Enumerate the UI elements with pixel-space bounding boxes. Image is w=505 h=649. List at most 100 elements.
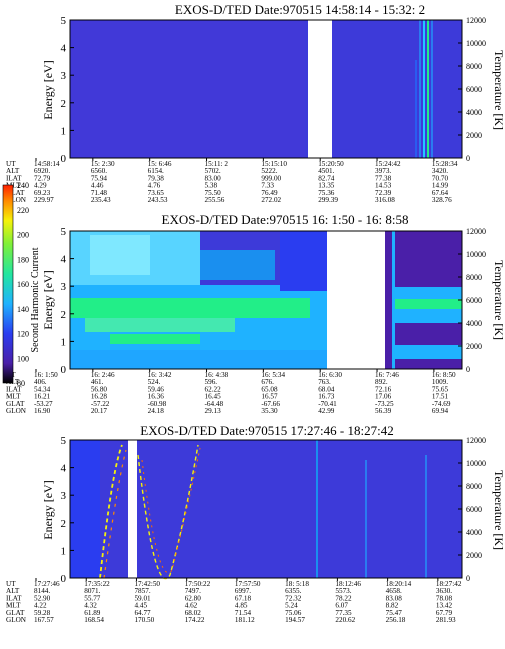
panel-2-dark-patch	[280, 231, 327, 291]
table-cell: 8.82	[386, 602, 399, 610]
y2-tick-label: 0	[466, 154, 470, 163]
table-cell: 16.90	[34, 407, 51, 415]
table-row-label: MLT	[6, 393, 21, 401]
table-cell: 15:20:50	[318, 160, 344, 168]
table-cell: 16.36	[148, 393, 165, 401]
table-cell: 54.34	[34, 385, 51, 393]
table-cell: 763.	[318, 378, 331, 386]
table-cell: 4.45	[134, 602, 147, 610]
table-cell: 5702.	[205, 167, 221, 175]
table-cell: 1009.	[432, 378, 448, 386]
table-cell: 328.76	[432, 196, 452, 204]
colorbar-tick-label: 180	[17, 255, 29, 264]
table-cell: 55.77	[84, 594, 101, 602]
y-tick-label: 3	[61, 281, 67, 293]
table-cell: 16.57	[261, 393, 278, 401]
panel-3: EXOS-D/TED Date:970515 17:27:46 - 18:27:…	[6, 423, 505, 624]
table-cell: 299.39	[318, 196, 338, 204]
table-cell: 168.54	[84, 616, 104, 624]
panel-1-burst-3	[427, 20, 429, 158]
table-cell: 68.04	[318, 385, 335, 393]
table-cell: 17.06	[375, 393, 392, 401]
table-cell: -70.41	[318, 400, 337, 408]
table-cell: 17:35:22	[84, 580, 110, 588]
colorbar-tick-label: 120	[17, 330, 29, 339]
panel-2-heatmap	[69, 230, 463, 370]
table-row-label: ILAT	[6, 174, 22, 182]
table-cell: 16.73	[318, 393, 335, 401]
panel-1-title: EXOS-D/TED Date:970515 14:58:14 - 15:32:…	[175, 2, 425, 17]
table-cell: 16.28	[91, 393, 108, 401]
table-cell: 220.62	[335, 616, 355, 624]
panel-2-title: EXOS-D/TED Date:970515 16: 1:50 - 16: 8:…	[162, 212, 409, 227]
table-cell: 15:28:34	[432, 160, 458, 168]
table-cell: 75.47	[386, 609, 403, 617]
table-cell: 14:58:14	[34, 160, 60, 168]
y2-tick-label: 6000	[466, 296, 482, 305]
table-cell: 4.76	[148, 182, 161, 190]
table-cell: 24.18	[148, 407, 165, 415]
table-cell: 243.53	[148, 196, 168, 204]
table-cell: 4.85	[235, 602, 248, 610]
panel-1-texture-a	[70, 20, 305, 158]
panel-3-heatmap	[69, 439, 463, 580]
y-tick-label: 2	[61, 98, 67, 110]
colorbar-tick-label: 200	[17, 231, 29, 240]
table-cell: 15: 2:30	[91, 160, 115, 168]
table-row-label: UT	[6, 160, 16, 168]
colorbar-tick-label: 240	[17, 181, 29, 190]
table-cell: 596.	[205, 378, 218, 386]
y-tick-label: 0	[61, 573, 67, 585]
panel-3-data-gap	[128, 440, 137, 578]
table-cell: 8144.	[34, 587, 50, 595]
table-row-label: GLON	[6, 407, 27, 415]
table-cell: 75.50	[205, 189, 222, 197]
y2-tick-label: 10000	[466, 459, 486, 468]
table-cell: 17:27:46	[34, 580, 60, 588]
table-cell: 3973.	[375, 167, 391, 175]
y-tick-label: 3	[61, 70, 67, 82]
table-cell: 15: 6:46	[148, 160, 172, 168]
panel-1-burst-5	[415, 60, 417, 158]
table-row-label: ALT	[6, 167, 20, 175]
y-tick-label: 0	[61, 364, 67, 376]
panel-2-right-band-d	[392, 345, 462, 359]
y-tick-label: 5	[61, 15, 67, 27]
table-cell: 229.97	[34, 196, 54, 204]
table-row-label: ILAT	[6, 594, 22, 602]
table-cell: 78.08	[436, 594, 453, 602]
table-cell: 170.50	[134, 616, 154, 624]
table-cell: 59.01	[134, 594, 151, 602]
panel-1-data-gap	[308, 20, 332, 158]
table-cell: -73.25	[375, 400, 394, 408]
y2-tick-label: 6000	[466, 505, 482, 514]
panel-1-burst-1	[419, 20, 421, 158]
panel-2-cyan-patch-b	[200, 250, 275, 280]
table-cell: 17.51	[432, 393, 449, 401]
table-cell: 69.23	[34, 189, 51, 197]
table-cell: 4501.	[318, 167, 334, 175]
y2-tick-label: 10000	[466, 39, 486, 48]
table-cell: 174.22	[185, 616, 205, 624]
table-cell: -64.48	[205, 400, 224, 408]
table-cell: 15:24:42	[375, 160, 401, 168]
table-cell: 16: 3:42	[148, 371, 172, 379]
y2-tick-label: 12000	[466, 436, 486, 445]
table-cell: 18: 5:18	[285, 580, 309, 588]
panel-2-y2-ticks: 0 2000 4000 6000 8000 10000 12000	[458, 227, 486, 374]
table-cell: 7.33	[261, 182, 274, 190]
panel-3-arc-left-b	[103, 449, 127, 579]
y2-tick-label: 2000	[466, 551, 482, 560]
panel-2-right-band-a	[392, 287, 462, 299]
y2-tick-label: 4000	[466, 319, 482, 328]
table-row-label: GLAT	[6, 400, 25, 408]
panel-2-data-gap	[327, 231, 385, 369]
table-row-label: GLON	[6, 616, 27, 624]
table-cell: 72.16	[375, 385, 392, 393]
table-cell: 17:57:50	[235, 580, 261, 588]
table-cell: 255.56	[205, 196, 225, 204]
colorbar-gradient	[2, 184, 14, 384]
panel-2-green-band-3	[110, 334, 200, 344]
table-cell: 4.62	[185, 602, 198, 610]
